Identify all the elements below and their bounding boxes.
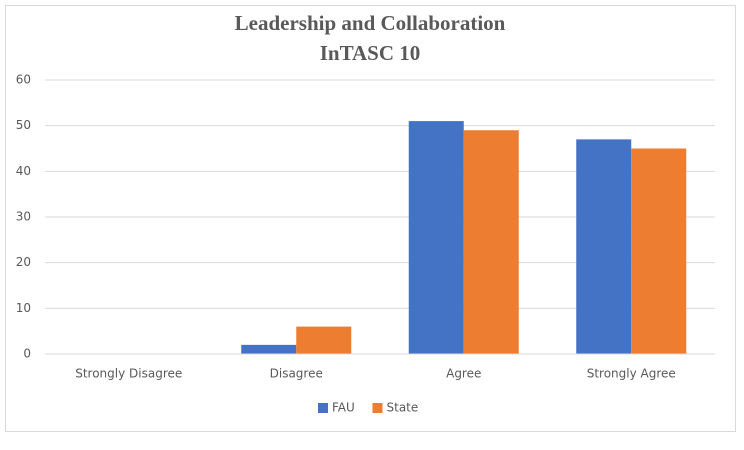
legend-label: FAU <box>332 401 355 415</box>
bar <box>463 130 519 354</box>
y-tick-label: 30 <box>16 210 31 224</box>
legend-label: State <box>387 401 419 415</box>
bar <box>576 139 632 354</box>
y-tick-label: 40 <box>16 164 31 178</box>
bar <box>408 121 464 354</box>
bar <box>631 148 687 354</box>
y-tick-label: 50 <box>16 118 31 132</box>
legend-swatch <box>372 403 383 413</box>
x-tick-label: Disagree <box>270 367 323 381</box>
bar <box>296 326 352 354</box>
y-tick-label: 60 <box>16 73 31 87</box>
y-tick-label: 10 <box>16 301 31 315</box>
x-tick-label: Strongly Disagree <box>75 367 182 381</box>
y-tick-label: 0 <box>23 347 31 361</box>
chart-title: Leadership and Collaboration <box>235 11 506 35</box>
y-tick-label: 20 <box>16 255 31 269</box>
x-tick-label: Agree <box>446 367 481 381</box>
chart-subtitle: InTASC 10 <box>320 41 421 65</box>
x-tick-label: Strongly Agree <box>587 367 676 381</box>
bar <box>241 344 297 354</box>
legend-swatch <box>318 403 328 413</box>
